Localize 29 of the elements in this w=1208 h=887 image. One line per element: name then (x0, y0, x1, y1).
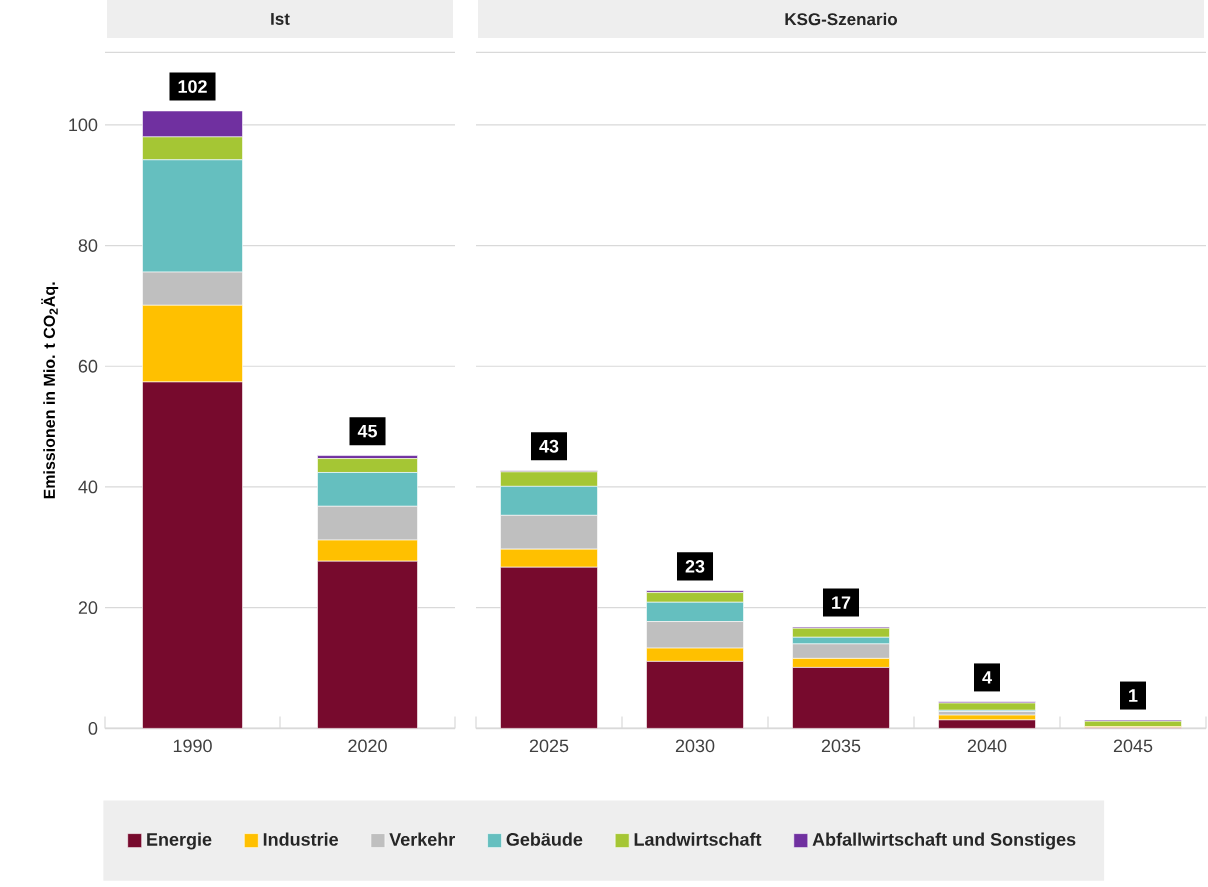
total-label: 23 (685, 559, 705, 573)
y-tick-label: 80 (78, 238, 98, 252)
legend-label: Energie (147, 832, 212, 850)
y-axis-title: Emissionen in Mio. t CO$_{2}$Äq. (41, 282, 59, 499)
legend-label: Verkehr (389, 832, 455, 846)
y-tick-label: 60 (78, 359, 98, 373)
x-tick-label: 2020 (348, 739, 387, 753)
chart-title: Ist (271, 12, 290, 25)
y-tick-label: 0 (88, 721, 98, 735)
x-tick-label: 2030 (675, 739, 715, 753)
x-tick-label: 1990 (173, 739, 212, 753)
y-tick-label: 20 (78, 601, 98, 614)
total-label: 102 (178, 79, 207, 93)
x-tick-label: 2025 (529, 739, 569, 753)
legend-label: Gebäude (506, 832, 583, 846)
y-tick-label: 100 (69, 118, 98, 132)
total-label: 17 (832, 596, 851, 609)
legend-label: Abfallwirtschaft und Sonstiges (812, 832, 1076, 850)
y-tick-label: 40 (78, 480, 98, 494)
total-label: 45 (357, 424, 378, 438)
chart-title: KSG-Szenario (785, 12, 898, 26)
x-tick-label: 2045 (1113, 739, 1153, 753)
legend-label: Landwirtschaft (634, 832, 762, 846)
x-tick-label: 2040 (967, 739, 1007, 753)
legend-label: Industrie (263, 832, 339, 846)
total-label: 1 (1129, 689, 1138, 702)
x-tick-label: 2035 (821, 739, 861, 753)
total-label: 4 (982, 671, 992, 684)
total-label: 43 (539, 439, 559, 453)
